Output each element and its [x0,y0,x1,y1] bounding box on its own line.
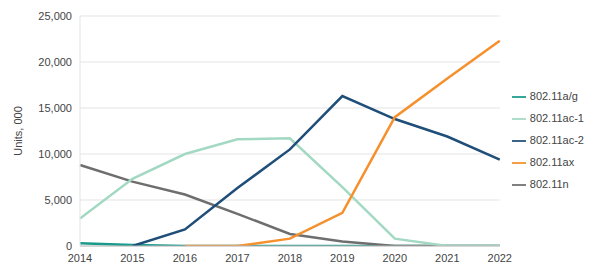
svg-text:2017: 2017 [225,252,249,264]
svg-text:20,000: 20,000 [38,56,72,68]
svg-text:10,000: 10,000 [38,148,72,160]
html-text:802.11ac-1: 802.11ac-1 [529,111,584,124]
svg-text:25,000: 25,000 [38,10,72,22]
html-text:802.11ac-2: 802.11ac-2 [529,133,584,146]
html-text:802.11ax: 802.11ax [529,155,575,168]
svg-text:2020: 2020 [383,252,407,264]
svg-text:2019: 2019 [330,252,354,264]
svg-text:2018: 2018 [278,252,302,264]
svg-text:0: 0 [66,240,72,252]
html-text:802.11n: 802.11n [529,177,569,190]
svg-text:2022: 2022 [488,252,512,264]
html-text:802.11a/g: 802.11a/g [529,89,578,102]
svg-text:2014: 2014 [68,252,92,264]
svg-text:5,000: 5,000 [44,194,72,206]
svg-text:2015: 2015 [120,252,144,264]
svg-text:15,000: 15,000 [38,102,72,114]
svg-text:2016: 2016 [173,252,197,264]
svg-text:2021: 2021 [435,252,459,264]
svg-text:Units, 000: Units, 000 [12,106,24,156]
